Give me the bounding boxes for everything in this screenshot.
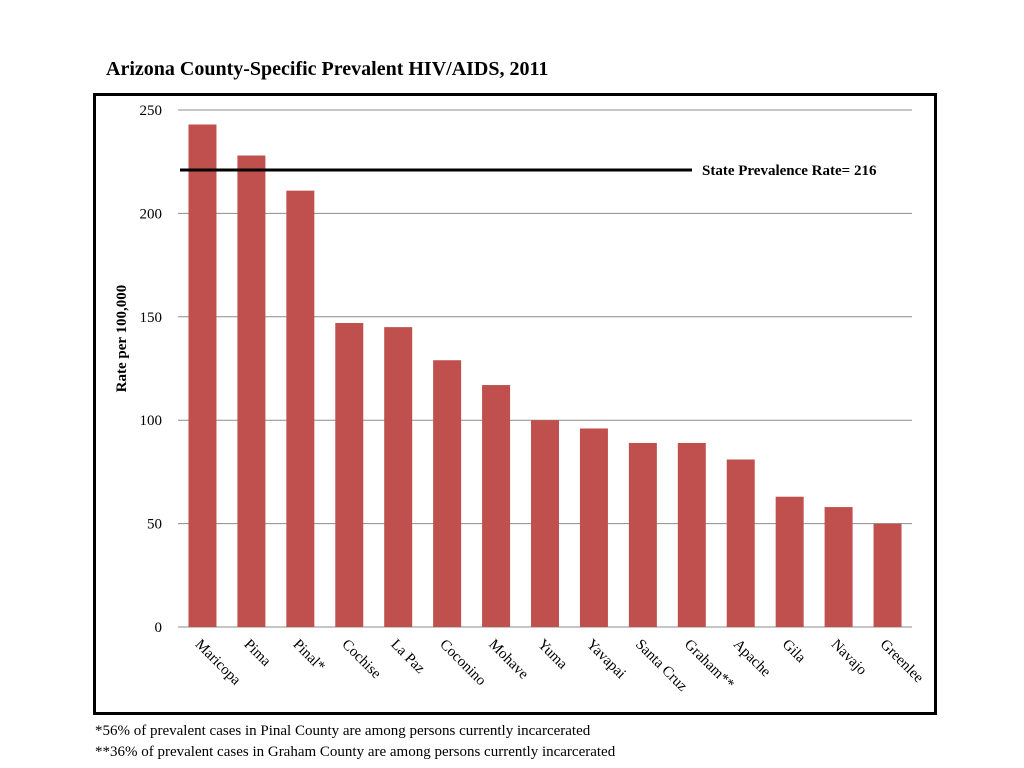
reference-line-group: State Prevalence Rate= 216	[180, 163, 877, 179]
x-category-label: Yuma	[534, 637, 570, 673]
bar-santa-cruz	[628, 442, 657, 627]
chart-frame: State Prevalence Rate= 216 0 50 100 150 200 2…	[93, 93, 937, 715]
x-category-label: Gila	[779, 637, 809, 667]
x-category-label: Maricopa	[192, 637, 244, 689]
y-tick-label: 100	[140, 413, 163, 429]
x-category-label: Apache	[730, 637, 774, 681]
bar-coconino	[433, 360, 462, 627]
footnote-pinal: *56% of prevalent cases in Pinal County …	[95, 723, 591, 739]
x-category-label: La Paz	[387, 637, 428, 678]
bar-cochise	[335, 323, 364, 627]
bar-pima	[237, 155, 266, 627]
bar-gila	[775, 496, 804, 627]
y-tick-labels: 0 50 100 150 200 250	[140, 103, 163, 636]
bar-chart: State Prevalence Rate= 216 0 50 100 150 200 2…	[114, 103, 927, 695]
bar-mohave	[482, 385, 511, 627]
x-category-label: Mohave	[485, 637, 531, 683]
bars	[188, 124, 902, 627]
x-category-label: Yavapai	[583, 637, 629, 683]
bar-yuma	[531, 420, 559, 627]
bar-apache	[726, 459, 755, 627]
x-category-label: Santa Cruz	[632, 637, 690, 695]
x-category-label: Cochise	[338, 637, 384, 683]
bar-pinal	[286, 190, 315, 627]
state-prevalence-label: State Prevalence Rate= 216	[702, 163, 877, 179]
y-tick-label: 200	[140, 206, 163, 222]
x-category-label: Graham**	[681, 637, 737, 693]
footnote-graham: **36% of prevalent cases in Graham Count…	[95, 744, 616, 760]
y-tick-label: 0	[155, 620, 163, 636]
y-tick-label: 250	[140, 103, 163, 119]
y-axis-label: Rate per 100,000	[114, 285, 130, 393]
x-category-label: Pinal*	[290, 637, 328, 675]
x-category-label: Greenlee	[877, 637, 927, 687]
bar-greenlee	[873, 523, 902, 627]
x-category-label: Coconino	[436, 637, 489, 690]
bar-la-paz	[384, 327, 413, 627]
bar-navajo	[824, 507, 853, 627]
x-category-label: Pima	[241, 637, 274, 670]
chart-title: Arizona County-Specific Prevalent HIV/AI…	[106, 58, 549, 80]
bar-graham	[677, 442, 706, 627]
bar-maricopa	[188, 124, 217, 627]
bar-yavapai	[579, 428, 608, 627]
y-tick-label: 50	[147, 517, 162, 533]
y-tick-label: 150	[140, 310, 163, 326]
x-category-label: Navajo	[828, 637, 870, 679]
